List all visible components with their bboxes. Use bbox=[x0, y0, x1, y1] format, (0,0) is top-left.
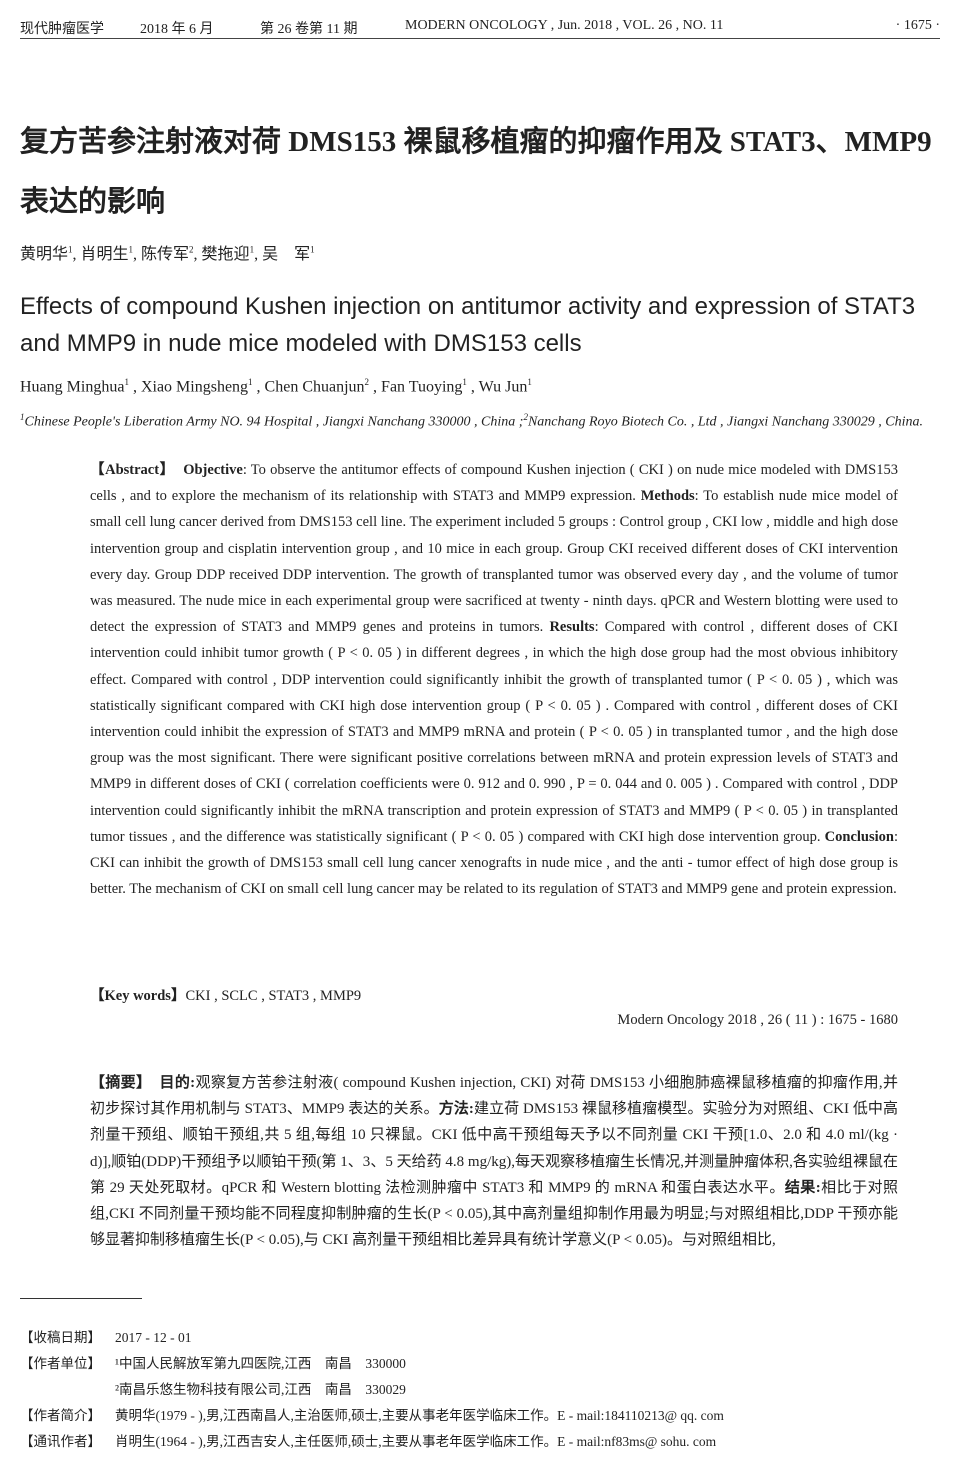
volume-zh: 第 26 卷第 11 期 bbox=[260, 22, 358, 37]
keywords-value: CKI , SCLC , STAT3 , MMP9 bbox=[185, 988, 362, 1004]
author: Chen Chuanjun bbox=[264, 378, 365, 396]
results-label: Results bbox=[549, 619, 595, 636]
author-sup: 1 bbox=[527, 377, 532, 387]
note-text: 2017 - 12 - 01 bbox=[115, 1330, 192, 1345]
abstract-zh: 【摘要】 目的:观察复方苦参注射液( compound Kushen injec… bbox=[90, 1070, 898, 1253]
abstract-zh-label: 【摘要】 bbox=[90, 1075, 152, 1091]
keywords-label: 【Key words】 bbox=[90, 988, 186, 1004]
methods-text: : To establish nude mice model of small … bbox=[90, 488, 899, 636]
affiliation: Chinese People's Liberation Army NO. 94 … bbox=[24, 414, 524, 430]
author-sup: 2 bbox=[189, 244, 194, 255]
note-affiliation-2: ²南昌乐悠生物科技有限公司,江西 南昌 330029 bbox=[20, 1377, 724, 1403]
authors-en: Huang Minghua1 , Xiao Mingsheng1 , Chen … bbox=[20, 377, 532, 396]
objective-text: : To observe the antitumor effects of co… bbox=[90, 462, 898, 505]
results-zh-label: 结果: bbox=[784, 1179, 821, 1196]
author-sup: 1 bbox=[462, 377, 467, 387]
author-sup: 1 bbox=[248, 377, 253, 387]
author-sup: 1 bbox=[249, 244, 255, 255]
author-sup: 1 bbox=[124, 377, 129, 387]
running-header: 现代肿瘤医学 2018 年 6 月 第 26 卷第 11 期 MODERN ON… bbox=[20, 18, 940, 39]
note-author-bio: 【作者简介】 黄明华(1979 - ),男,江西南昌人,主治医师,硕士,主要从事老… bbox=[20, 1403, 724, 1429]
author: Xiao Mingsheng bbox=[140, 378, 249, 396]
authors-zh: 黄明华1, 肖明生1, 陈传军2, 樊拖迎1, 吴 军1 bbox=[20, 244, 315, 263]
keywords: 【Key words】CKI , SCLC , STAT3 , MMP9 bbox=[90, 984, 361, 1005]
note-indent bbox=[20, 1377, 115, 1403]
title-zh: 复方苦参注射液对荷 DMS153 裸鼠移植瘤的抑瘤作用及 STAT3、MMP9 … bbox=[20, 126, 932, 218]
note-affiliation: 【作者单位】 ¹中国人民解放军第九四医院,江西 南昌 330000 bbox=[20, 1351, 724, 1377]
affiliations-en: 1Chinese People's Liberation Army NO. 94… bbox=[20, 405, 950, 435]
page-number: · 1675 · bbox=[895, 18, 940, 33]
author-sup: 1 bbox=[68, 244, 73, 255]
affiliation: Nanchang Royo Biotech Co. , Ltd , Jiangx… bbox=[527, 414, 924, 430]
objective-label: Objective bbox=[183, 462, 243, 478]
note-label: 【通讯作者】 bbox=[20, 1434, 101, 1449]
methods-zh-label: 方法: bbox=[438, 1101, 474, 1118]
author: Wu Jun bbox=[478, 378, 528, 396]
author: 樊拖迎 bbox=[201, 246, 250, 263]
note-text: ²南昌乐悠生物科技有限公司,江西 南昌 330029 bbox=[115, 1382, 406, 1397]
author: 陈传军 bbox=[141, 246, 190, 263]
author-sup: 1 bbox=[128, 244, 134, 255]
footnote-divider bbox=[20, 1298, 142, 1299]
abstract-label: 【Abstract】 bbox=[90, 462, 175, 478]
note-text: 肖明生(1964 - ),男,江西吉安人,主任医师,硕士,主要从事老年医学临床工… bbox=[115, 1434, 717, 1449]
note-corresponding: 【通讯作者】 肖明生(1964 - ),男,江西吉安人,主任医师,硕士,主要从事老… bbox=[20, 1429, 724, 1455]
methods-label: Methods bbox=[640, 488, 695, 505]
conclusion-label: Conclusion bbox=[824, 828, 894, 845]
note-text: ¹中国人民解放军第九四医院,江西 南昌 330000 bbox=[115, 1356, 406, 1371]
author-sup: 1 bbox=[310, 244, 315, 255]
results-text: : Compared with control , different dose… bbox=[90, 619, 899, 845]
note-text: 黄明华(1979 - ),男,江西南昌人,主治医师,硕士,主要从事老年医学临床工… bbox=[115, 1408, 724, 1423]
note-label: 【收稿日期】 bbox=[20, 1330, 101, 1345]
results-zh-text: 相比于对照组,CKI 不同剂量干预均能不同程度抑制肿瘤的生长(P < 0.05)… bbox=[90, 1179, 898, 1249]
author-sup: 2 bbox=[364, 377, 370, 387]
note-received: 【收稿日期】 2017 - 12 - 01 bbox=[20, 1325, 724, 1351]
title-en: Effects of compound Kushen injection on … bbox=[20, 293, 916, 357]
footnotes: 【收稿日期】 2017 - 12 - 01 【作者单位】 ¹中国人民解放军第九四医院… bbox=[20, 1325, 724, 1455]
methods-zh-text: 建立荷 DMS153 裸鼠移植瘤模型。实验分为对照组、CKI 低中高剂量干预组、… bbox=[90, 1101, 898, 1196]
author: 黄明华 bbox=[20, 246, 69, 263]
affil-sup: 1 bbox=[20, 412, 25, 422]
objective-zh-label: 目的: bbox=[159, 1075, 196, 1091]
note-label: 【作者简介】 bbox=[20, 1408, 101, 1423]
journal-en: MODERN ONCOLOGY , Jun. 2018 , VOL. 26 , … bbox=[405, 18, 724, 33]
note-label: 【作者单位】 bbox=[20, 1356, 101, 1371]
objective-zh-text: 观察复方苦参注射液( compound Kushen injection, CK… bbox=[90, 1075, 898, 1118]
conclusion-text: : CKI can inhibit the growth of DMS153 s… bbox=[90, 828, 899, 898]
author: 吴 军 bbox=[262, 246, 311, 263]
citation: Modern Oncology 2018 , 26 ( 11 ) : 1675 … bbox=[617, 1012, 898, 1028]
affil-sup: 2 bbox=[523, 412, 528, 422]
author: Fan Tuoying bbox=[381, 378, 463, 396]
author: Huang Minghua bbox=[20, 378, 125, 396]
journal-zh: 现代肿瘤医学 bbox=[20, 22, 104, 37]
author: 肖明生 bbox=[80, 246, 129, 263]
date-zh: 2018 年 6 月 bbox=[140, 22, 214, 37]
abstract-en: 【Abstract】 Objective: To observe the ant… bbox=[90, 457, 898, 902]
